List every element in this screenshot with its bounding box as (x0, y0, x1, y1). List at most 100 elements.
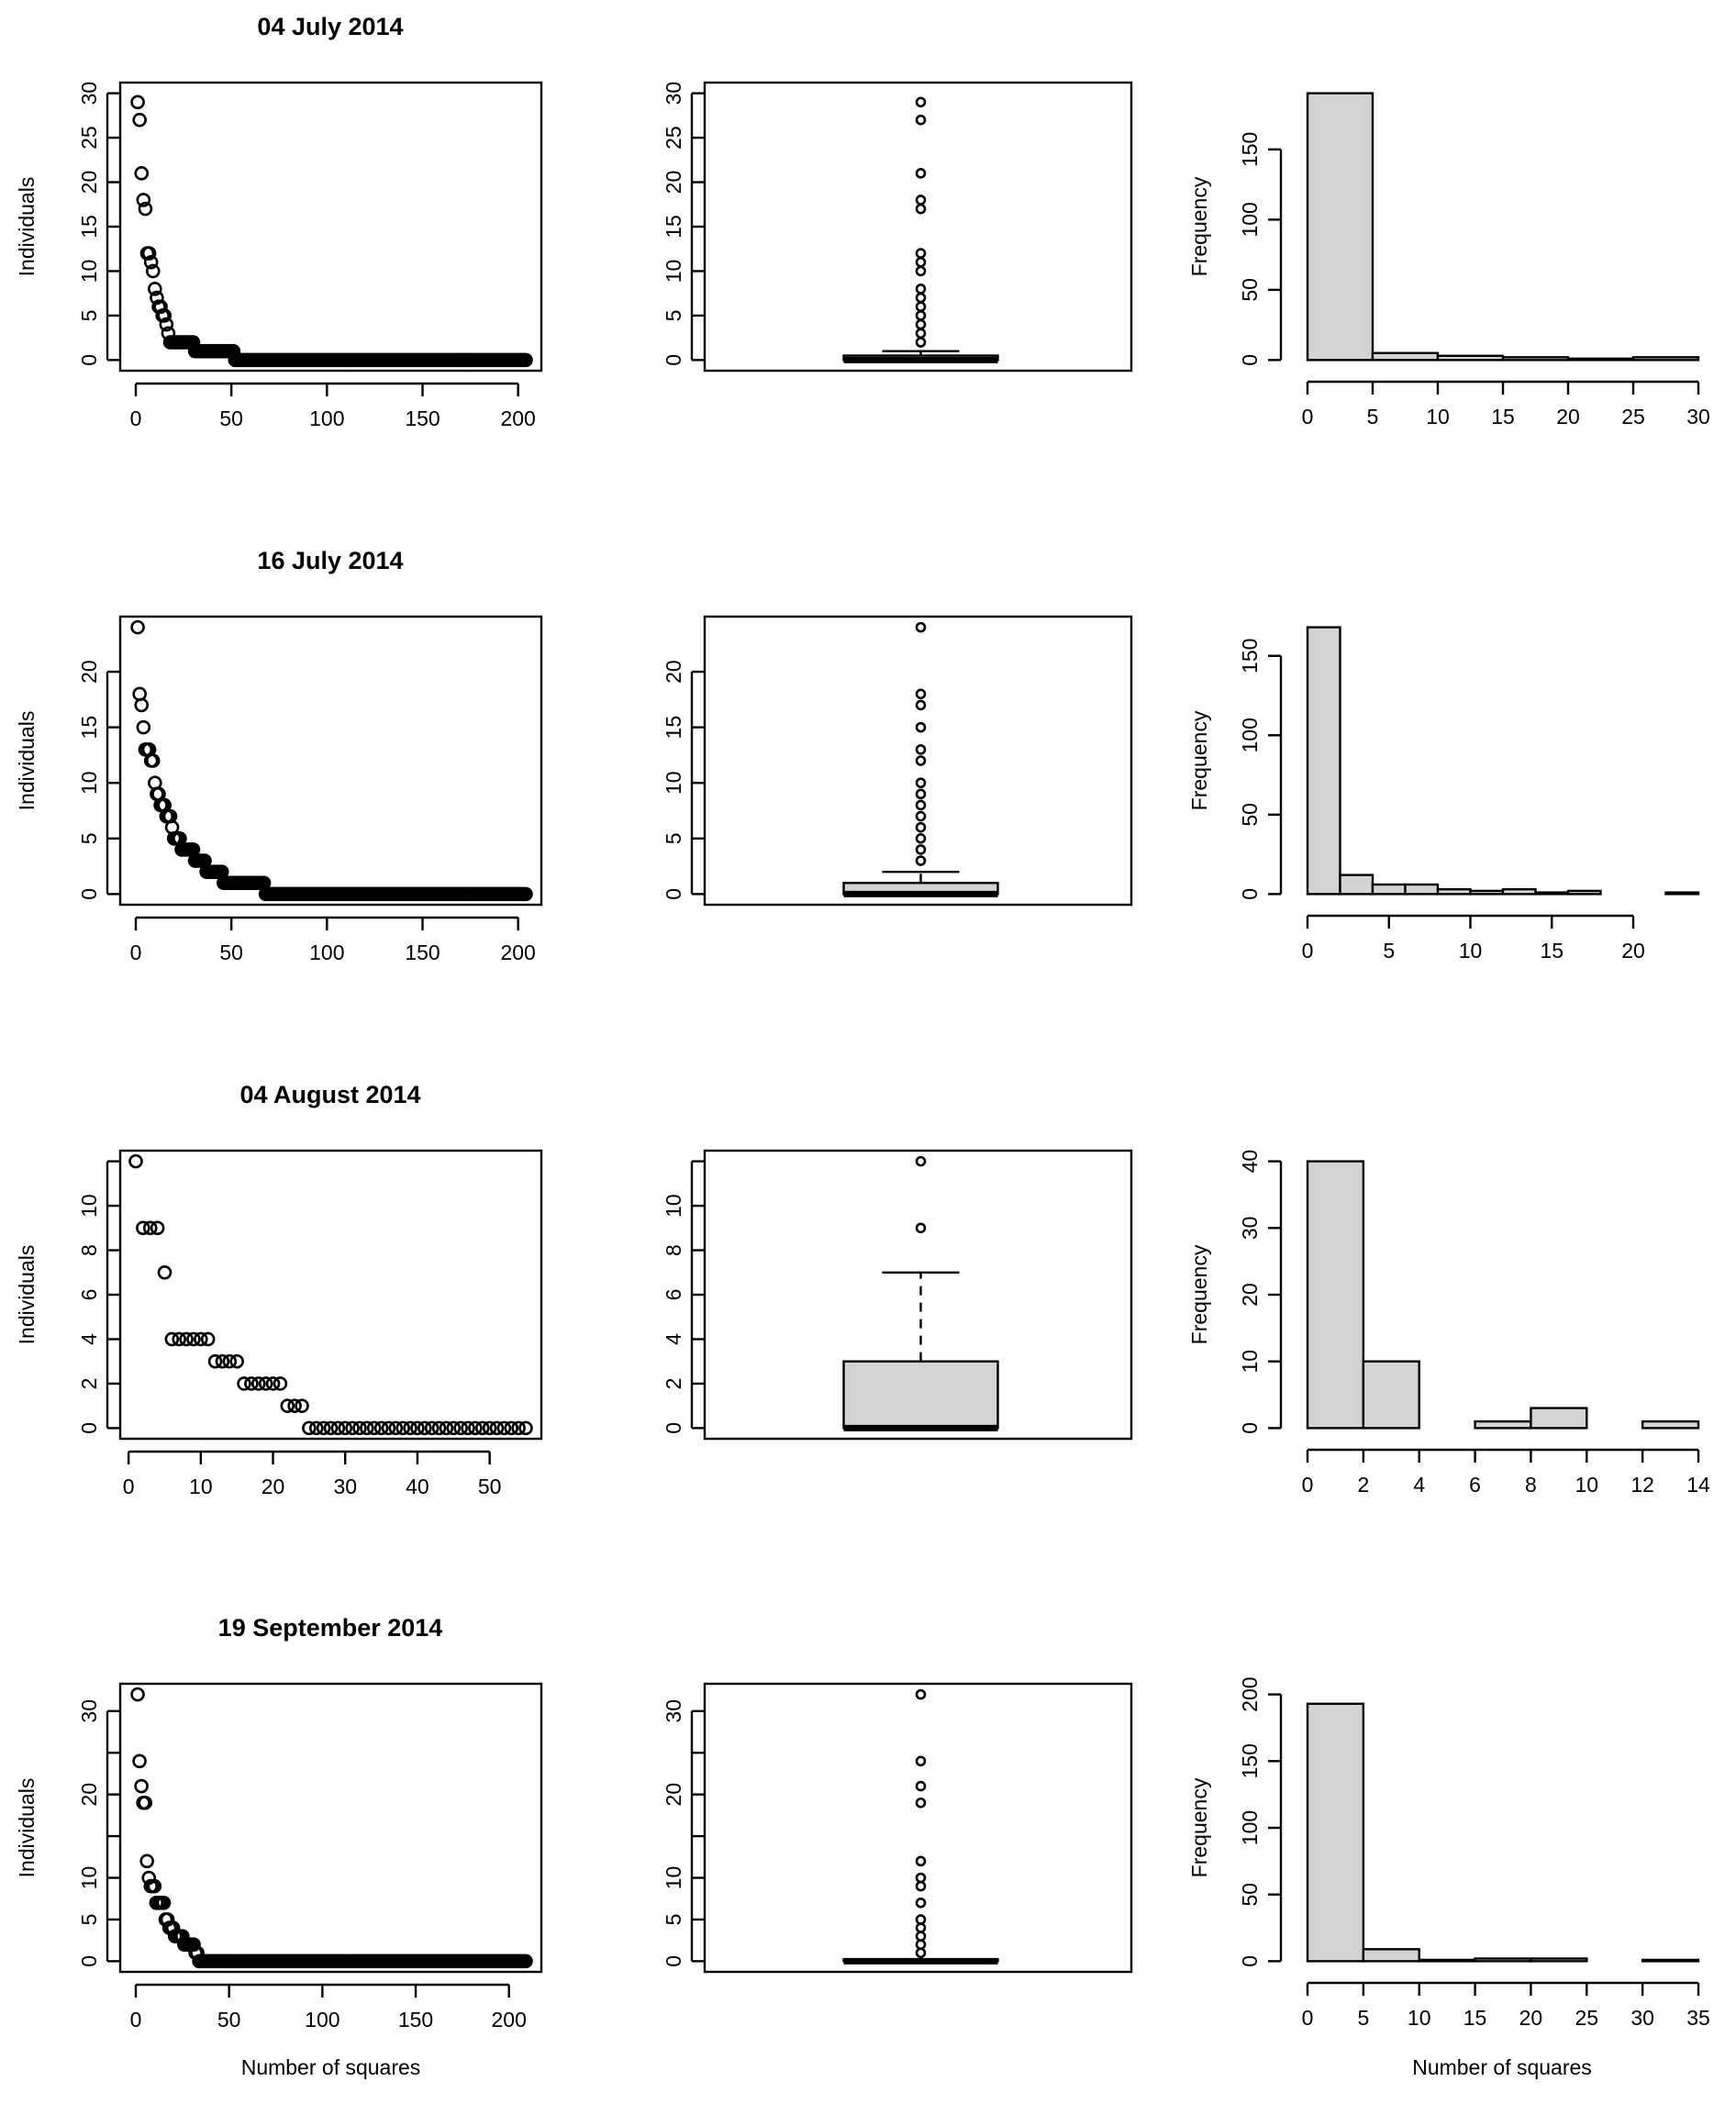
x-tick-label: 150 (398, 2008, 433, 2032)
x-tick-label: 30 (1630, 2006, 1654, 2030)
y-tick-label: 0 (662, 1955, 685, 1967)
data-point (143, 254, 159, 270)
x-tick-label: 200 (500, 941, 535, 964)
data-point (132, 1753, 147, 1769)
histogram-bar (1436, 354, 1505, 362)
data-point (496, 1420, 512, 1436)
y-tick-label: 10 (77, 260, 101, 284)
x-tick-label: 14 (1686, 1473, 1710, 1497)
y-tick-label: 20 (77, 660, 101, 684)
y-tick-label: 20 (77, 171, 101, 195)
data-point (424, 1420, 440, 1436)
y-tick-label: 0 (1238, 888, 1262, 900)
y-tick-label: 100 (1238, 718, 1262, 752)
histogram-bar (1404, 883, 1440, 896)
histogram-bar (1469, 889, 1505, 896)
x-tick-label: 0 (1302, 2006, 1314, 2030)
y-tick-label: 6 (77, 1289, 101, 1301)
outlier-point (915, 788, 927, 800)
x-tick-label: 6 (1469, 1473, 1481, 1497)
data-point (482, 1420, 497, 1436)
data-point (139, 1854, 155, 1869)
x-tick-label: 35 (1686, 2006, 1710, 2030)
outlier-point (915, 96, 927, 108)
y-axis-label: Frequency (1187, 1777, 1211, 1877)
y-tick-label: 4 (662, 1333, 685, 1345)
data-point (132, 112, 147, 128)
y-tick-label: 25 (662, 126, 685, 150)
boxplot-panel: 0 2 4 6 8 10 (662, 1149, 1133, 1441)
y-tick-label: 10 (77, 1866, 101, 1890)
histogram-bar (1664, 891, 1700, 896)
histogram-bar (1306, 92, 1374, 362)
data-point (504, 1420, 519, 1436)
y-tick-label: 0 (662, 354, 685, 366)
histogram-bar (1418, 1958, 1476, 1963)
y-tick-label: 0 (662, 888, 685, 900)
histogram-bar (1306, 1160, 1365, 1430)
y-tick-label: 5 (662, 1914, 685, 1926)
histogram-bar (1530, 1407, 1588, 1430)
x-tick-label: 0 (1302, 405, 1314, 429)
outlier-point (915, 777, 927, 789)
data-point (295, 1398, 309, 1413)
data-point (130, 1687, 145, 1702)
data-point (150, 1220, 165, 1236)
outlier-point (915, 721, 927, 733)
y-tick-label: 2 (662, 1378, 685, 1390)
y-tick-label: 150 (1238, 132, 1262, 167)
outlier-point (915, 1688, 927, 1700)
x-tick-label: 150 (405, 941, 440, 964)
plot-frame (703, 1682, 1133, 1974)
x-axis-label: Number of squares (241, 2055, 421, 2079)
data-point (273, 1376, 288, 1391)
y-axis-label: Individuals (15, 1778, 39, 1878)
scatter-panel: 0 2 4 6 8 10 0 10 20 30 40 50 Individuals (15, 1149, 543, 1498)
data-point (373, 1420, 389, 1436)
histogram-bar (1641, 1958, 1700, 1963)
x-tick-label: 50 (219, 406, 243, 430)
x-tick-label: 0 (123, 1475, 135, 1498)
data-point (518, 1954, 533, 1969)
x-tick-label: 0 (130, 406, 142, 430)
outlier-point (915, 1797, 927, 1809)
outlier-point (915, 301, 927, 313)
y-tick-label: 0 (77, 1422, 101, 1434)
y-axis-label: Individuals (15, 1245, 39, 1345)
data-point (280, 1398, 295, 1413)
histogram-bar (1436, 887, 1472, 896)
y-axis-label: Frequency (1187, 1244, 1211, 1344)
data-point (141, 246, 157, 261)
outlier-point (915, 844, 927, 855)
data-point (136, 1220, 150, 1236)
y-tick-label: 50 (1238, 278, 1262, 302)
histogram-bar (1566, 889, 1602, 896)
y-tick-label: 10 (662, 1194, 685, 1218)
data-point (388, 1420, 404, 1436)
outlier-point (915, 1914, 927, 1925)
x-tick-label: 50 (217, 2008, 241, 2032)
outlier-point (915, 688, 927, 700)
outlier-point (915, 755, 927, 766)
data-point (360, 1420, 374, 1436)
y-tick-label: 15 (77, 215, 101, 239)
outlier-point (915, 621, 927, 633)
data-point (132, 686, 147, 702)
histogram-bar (1641, 1419, 1700, 1430)
outlier-point (915, 1922, 927, 1933)
data-point (518, 886, 533, 902)
x-tick-label: 150 (405, 406, 440, 430)
data-point (136, 719, 151, 735)
x-tick-label: 8 (1525, 1473, 1537, 1497)
y-tick-label: 0 (1238, 354, 1262, 366)
y-tick-label: 5 (77, 310, 101, 322)
y-tick-label: 20 (662, 171, 685, 195)
x-tick-label: 100 (309, 406, 344, 430)
histogram-bar (1306, 1702, 1365, 1963)
data-point (159, 317, 174, 332)
outlier-point (915, 114, 927, 126)
y-tick-label: 10 (662, 1866, 685, 1890)
data-point (194, 1331, 208, 1347)
data-point (130, 95, 145, 110)
